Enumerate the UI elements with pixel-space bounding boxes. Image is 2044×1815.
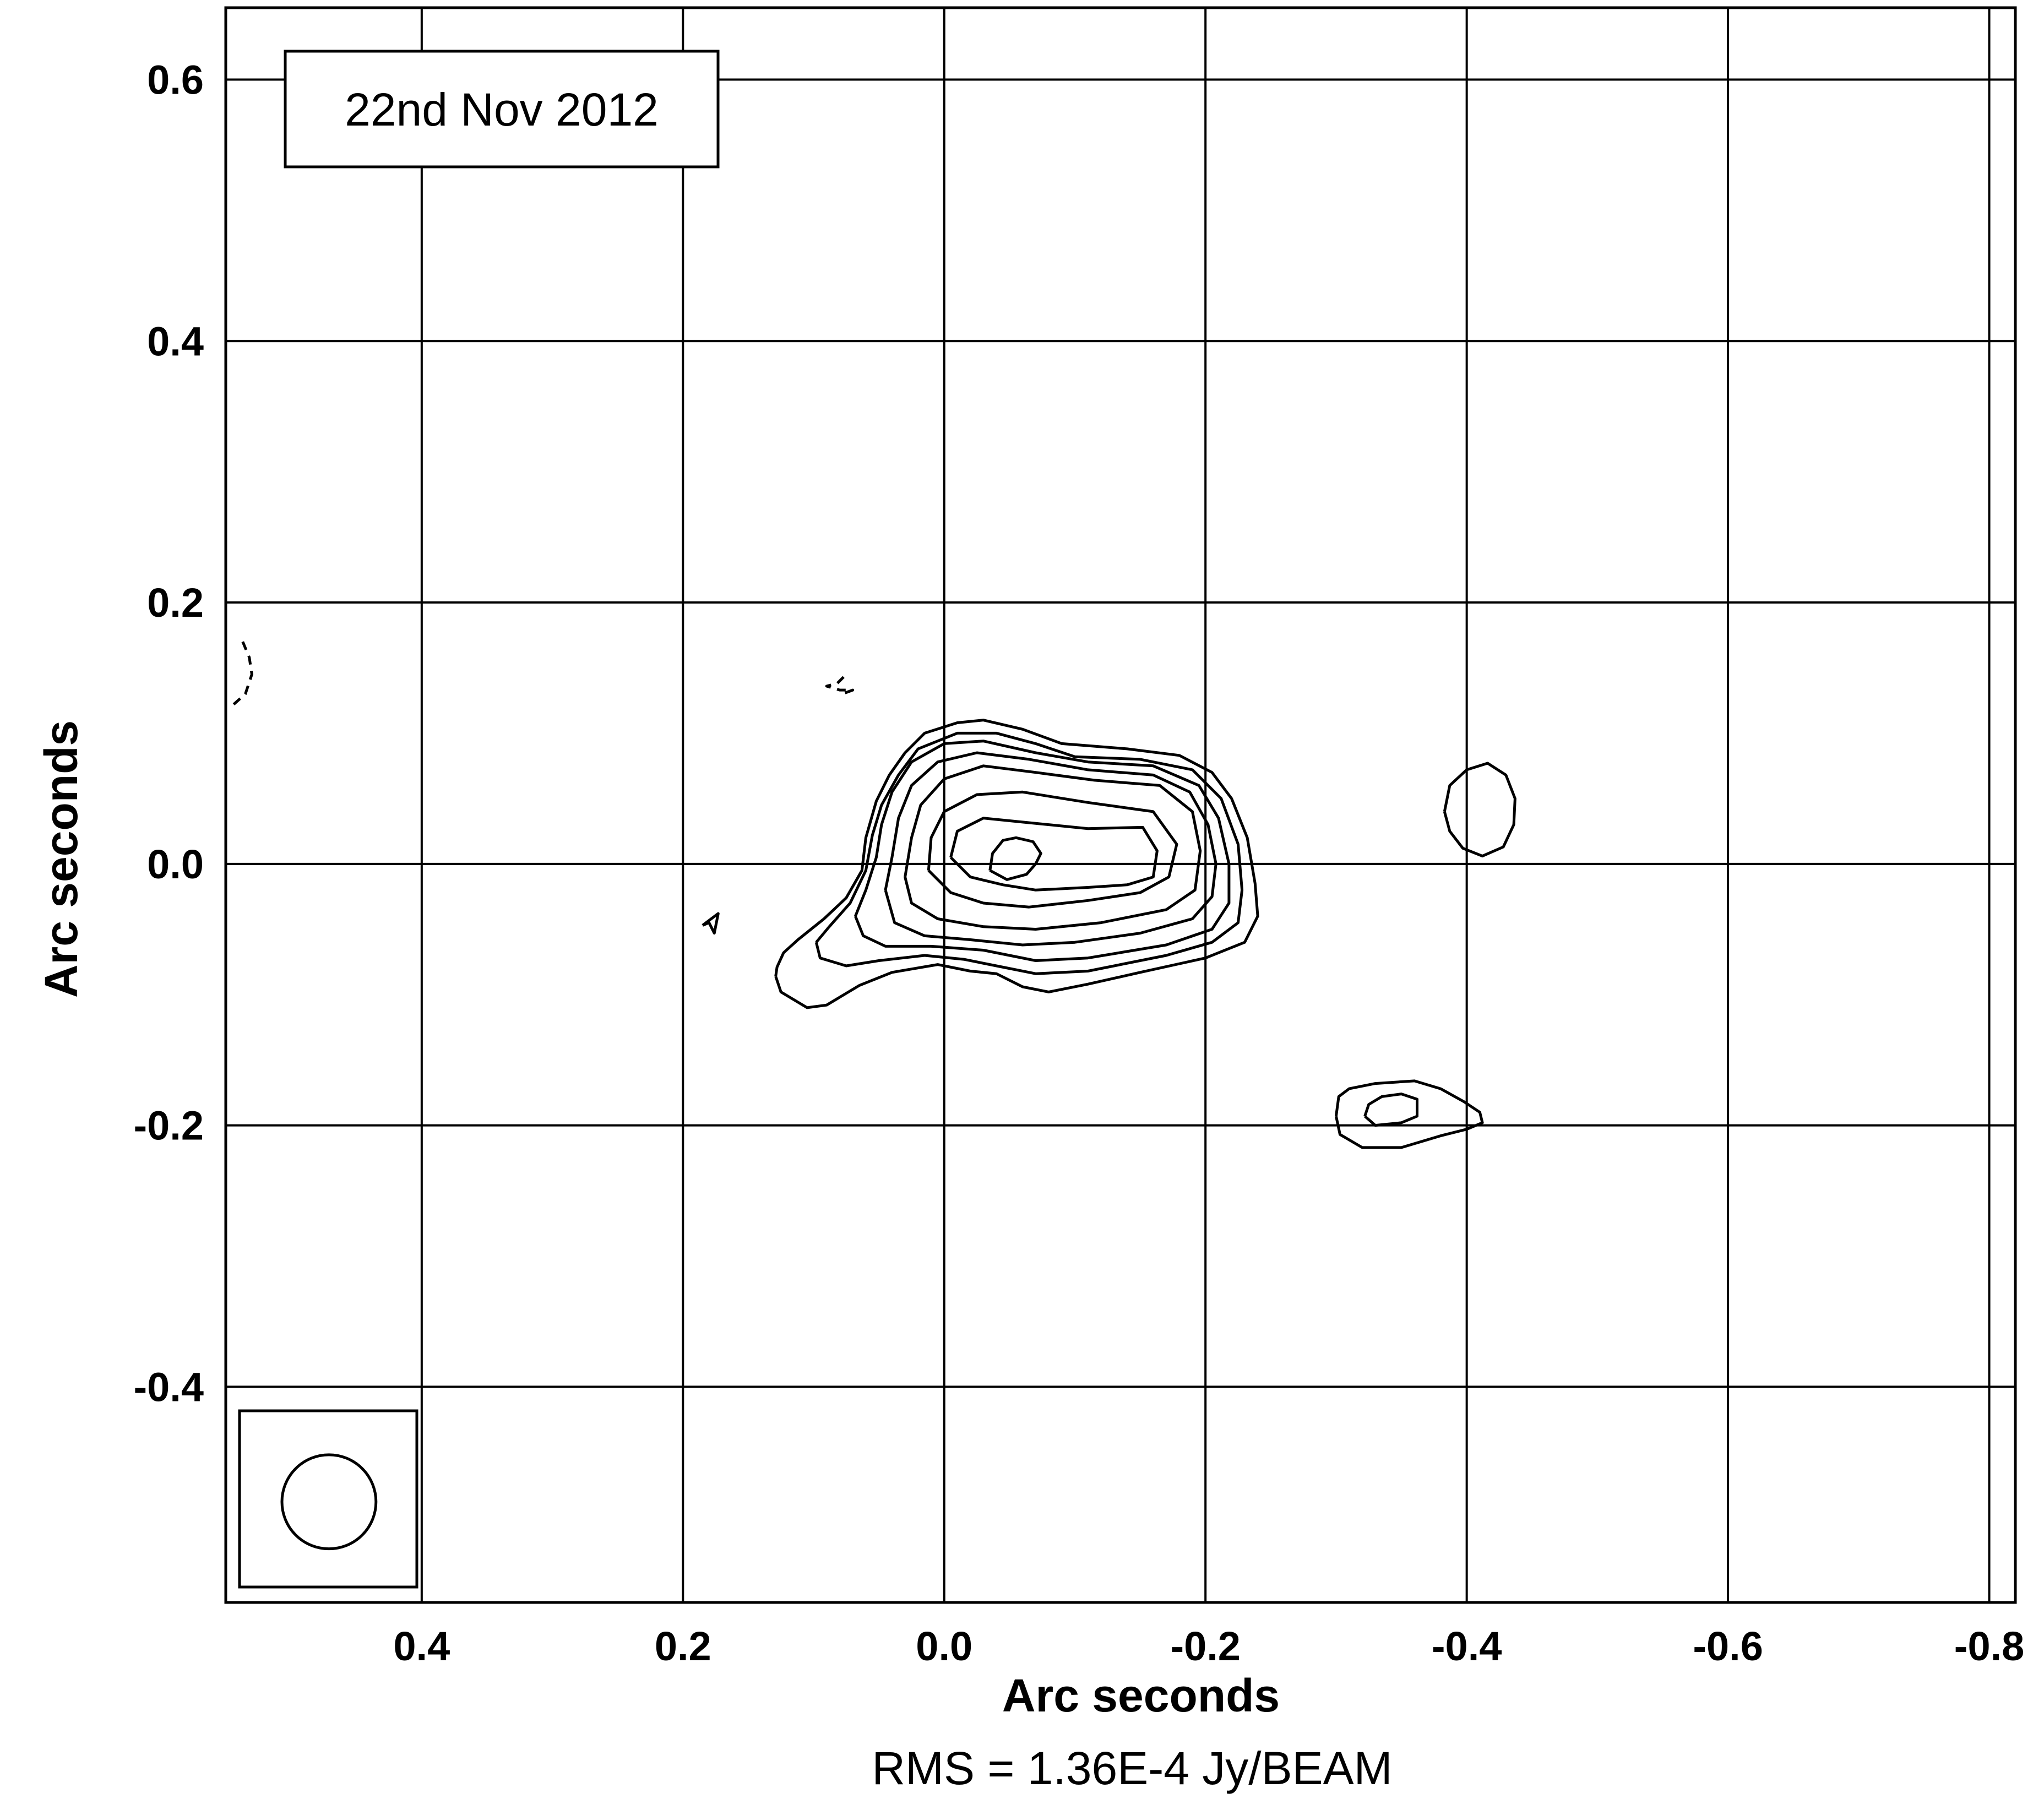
tick-labels: 0.4 0.2 0.0 -0.2 -0.4 -0.6 -0.8 0.6 0.4 0.2 0.0 -0.…: [133, 57, 2024, 1669]
contour-noise-triangle: [702, 912, 720, 935]
contour-knot-b: [1443, 762, 1516, 858]
y-tick-label: 0.0: [147, 841, 204, 887]
contour-knot-a-outer: [1334, 1079, 1484, 1149]
contour-level-7: [949, 817, 1159, 892]
contour-level-6: [927, 790, 1178, 909]
x-tick-label: 0.2: [655, 1623, 711, 1669]
y-tick-label: 0.6: [147, 57, 204, 103]
contour-level-5: [904, 764, 1202, 931]
contour-negative-left: [232, 641, 253, 706]
y-tick-label: -0.4: [133, 1364, 204, 1410]
x-tick-label: -0.6: [1693, 1623, 1763, 1669]
x-axis-title: Arc seconds: [1002, 1670, 1280, 1721]
date-annotation-text: 22nd Nov 2012: [345, 84, 659, 135]
date-annotation: 22nd Nov 2012: [284, 50, 720, 169]
y-tick-label: -0.2: [133, 1103, 204, 1149]
x-tick-label: 0.0: [916, 1623, 972, 1669]
x-tick-label: -0.2: [1170, 1623, 1241, 1669]
date-annotation-box: [284, 50, 720, 169]
plot-frame: [224, 6, 2017, 1604]
beam-box: [238, 1409, 418, 1589]
contour-level-8: [988, 836, 1042, 881]
rms-label: RMS = 1.36E-4 Jy/BEAM: [872, 1742, 1392, 1794]
contour-level-1: [774, 719, 1259, 1009]
y-tick-label: 0.2: [147, 580, 204, 626]
contour-negative-top: [825, 676, 855, 695]
grid-lines: [226, 8, 2015, 1602]
y-axis-title: Arc seconds: [35, 720, 87, 998]
beam-inset: [238, 1409, 418, 1589]
contour-level-3: [854, 740, 1231, 962]
contour-layer: [232, 641, 1516, 1149]
y-tick-label: 0.4: [147, 318, 204, 364]
x-tick-label: -0.8: [1954, 1623, 2025, 1669]
contour-level-2: [814, 731, 1244, 975]
contour-level-4: [884, 751, 1217, 947]
x-tick-label: -0.4: [1432, 1623, 1502, 1669]
contour-knot-a-inner: [1363, 1093, 1418, 1127]
x-tick-label: 0.4: [393, 1623, 450, 1669]
beam-ellipse: [280, 1453, 378, 1551]
